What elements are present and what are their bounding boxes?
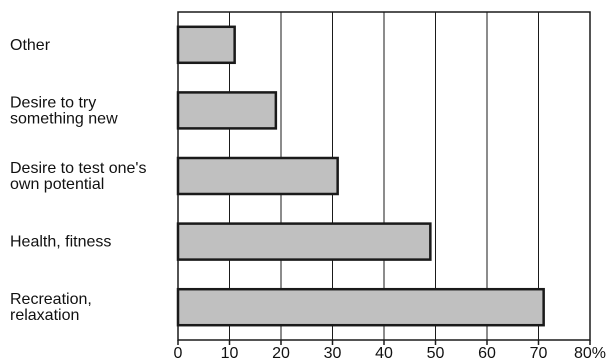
x-tick-label: 0	[174, 345, 183, 362]
category-label: Recreation, relaxation	[10, 291, 92, 324]
bar	[176, 91, 278, 130]
x-tick-label: 50	[427, 345, 445, 362]
category-label: Other	[10, 37, 51, 54]
bar	[176, 222, 432, 261]
x-tick-label: 10	[221, 345, 239, 362]
x-tick-labels: 0 10 20 30 40 50 60 70 80%	[174, 345, 606, 362]
plot-frame	[177, 11, 591, 345]
category-label: Desire to test one's own potential	[10, 160, 146, 193]
category-labels: Other Desire to try something new Desire to…	[10, 37, 146, 324]
bar	[176, 156, 339, 196]
x-tick-label: 40	[375, 345, 393, 362]
plot-border	[177, 11, 591, 341]
bars	[176, 25, 545, 327]
bar	[176, 287, 545, 327]
bar	[176, 25, 236, 65]
x-tick-label: 20	[272, 345, 290, 362]
x-tick-label: 80%	[574, 345, 606, 362]
category-label: Health, fitness	[10, 234, 111, 251]
x-tick-label: 60	[478, 345, 496, 362]
x-tick-label: 30	[324, 345, 342, 362]
category-label: Desire to try something new	[10, 94, 118, 127]
x-tick-label: 70	[530, 345, 548, 362]
